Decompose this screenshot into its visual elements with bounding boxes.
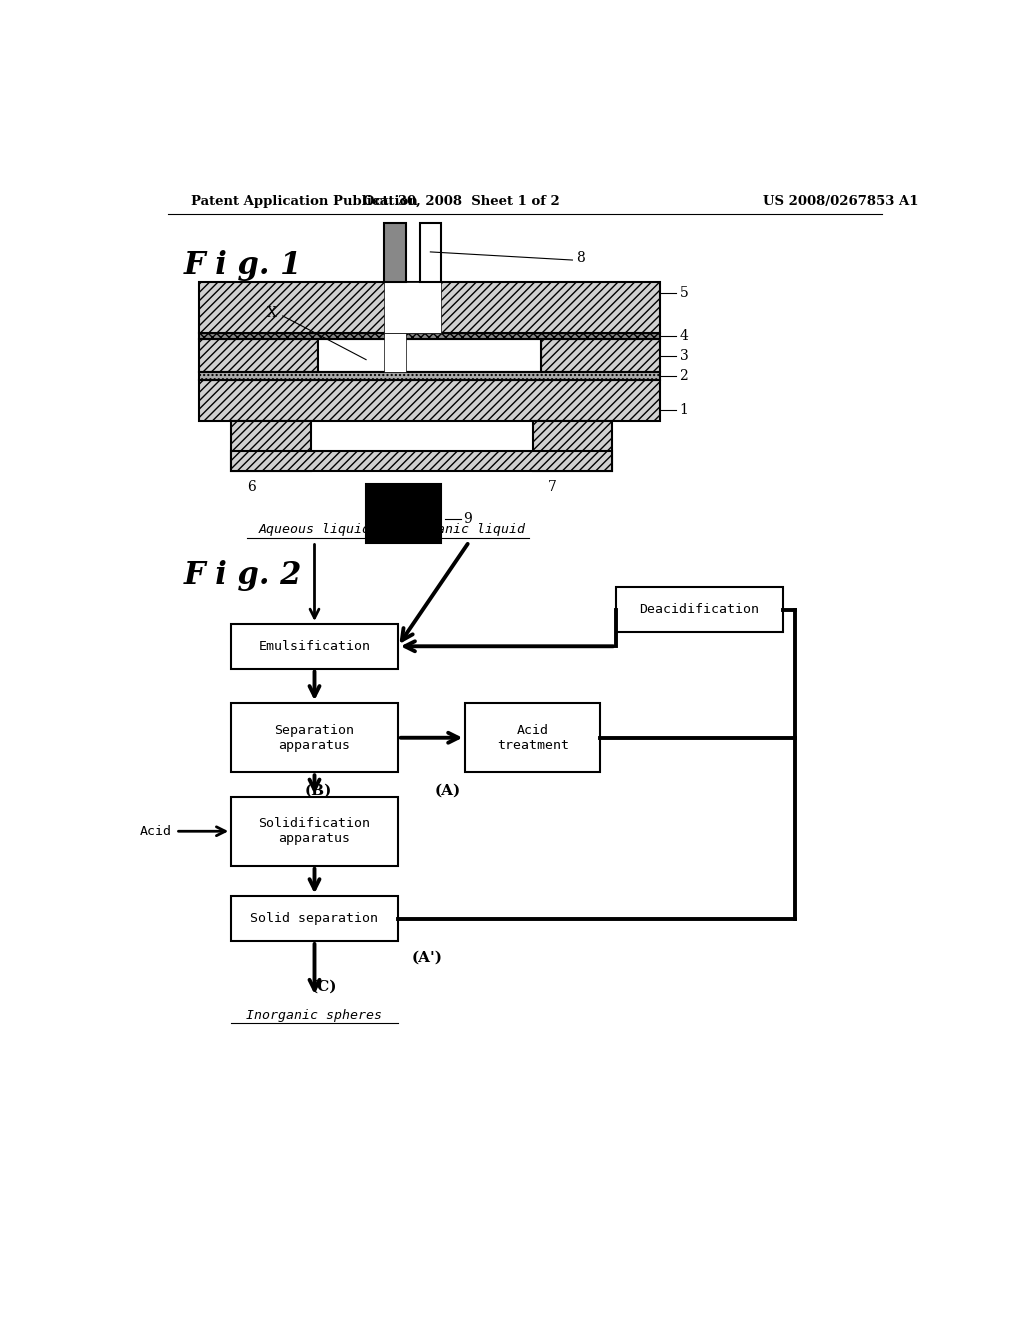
- Text: Organic liquid: Organic liquid: [414, 523, 525, 536]
- Bar: [200, 380, 659, 421]
- Text: (B): (B): [305, 784, 332, 797]
- Text: US 2008/0267853 A1: US 2008/0267853 A1: [763, 194, 919, 207]
- Text: F i g. 1: F i g. 1: [183, 249, 302, 281]
- Text: X: X: [267, 306, 276, 319]
- Text: 4: 4: [680, 329, 688, 343]
- Text: (C): (C): [310, 979, 337, 994]
- Text: Patent Application Publication: Patent Application Publication: [191, 194, 418, 207]
- Bar: [200, 282, 659, 333]
- Text: 1: 1: [680, 404, 688, 417]
- Text: 9: 9: [463, 512, 472, 527]
- Bar: [384, 333, 406, 372]
- Bar: [384, 282, 441, 333]
- Bar: [200, 333, 659, 339]
- Text: 8: 8: [577, 251, 585, 265]
- Text: 6: 6: [247, 479, 255, 494]
- Bar: [231, 797, 397, 866]
- Text: 5: 5: [680, 285, 688, 300]
- Bar: [541, 339, 659, 372]
- Text: Solidification
apparatus: Solidification apparatus: [258, 817, 371, 845]
- Bar: [532, 421, 612, 471]
- Bar: [420, 223, 441, 282]
- Bar: [616, 587, 782, 632]
- Text: (A'): (A'): [412, 950, 443, 965]
- Bar: [318, 339, 541, 372]
- Text: Inorganic spheres: Inorganic spheres: [247, 1008, 383, 1022]
- Bar: [367, 483, 441, 543]
- Text: Separation
apparatus: Separation apparatus: [274, 723, 354, 752]
- Bar: [231, 421, 310, 471]
- Bar: [231, 896, 397, 941]
- Text: Deacidification: Deacidification: [639, 603, 760, 616]
- Bar: [465, 704, 600, 772]
- Text: Emulsification: Emulsification: [258, 640, 371, 653]
- Text: Acid
treatment: Acid treatment: [497, 723, 568, 752]
- Text: Aqueous liquid: Aqueous liquid: [258, 523, 371, 536]
- Text: 2: 2: [680, 368, 688, 383]
- Bar: [384, 223, 406, 282]
- Text: 7: 7: [548, 479, 557, 494]
- Text: (A): (A): [435, 784, 461, 797]
- Text: F i g. 2: F i g. 2: [183, 560, 302, 590]
- Text: 3: 3: [680, 348, 688, 363]
- Bar: [231, 704, 397, 772]
- Bar: [231, 624, 397, 669]
- Bar: [231, 451, 612, 471]
- Text: Oct. 30, 2008  Sheet 1 of 2: Oct. 30, 2008 Sheet 1 of 2: [362, 194, 560, 207]
- Bar: [200, 339, 318, 372]
- Bar: [200, 372, 659, 380]
- Text: Acid: Acid: [139, 825, 172, 838]
- Text: Solid separation: Solid separation: [251, 912, 379, 925]
